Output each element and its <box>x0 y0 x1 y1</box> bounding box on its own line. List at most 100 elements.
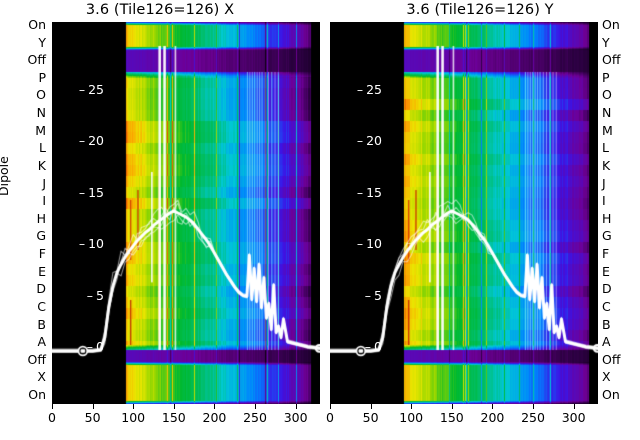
tick-value: 5 <box>96 287 104 303</box>
category-label-14-e: E <box>38 263 46 279</box>
category-label-18-a: A <box>37 334 46 350</box>
category-label-21-on: On <box>602 387 620 402</box>
inner-ytick-5: –5 <box>87 288 104 303</box>
xtick-label-150: 150 <box>161 410 186 425</box>
inner-ytick-5: –5 <box>365 288 382 303</box>
xtick-mark-300 <box>573 404 575 409</box>
panel-y: 3.6 (Tile126=126) Y –0–5–10–15–20–25 On Y… <box>320 0 640 440</box>
tick-dash: – <box>86 287 94 303</box>
category-label-17-b: B <box>602 316 611 332</box>
xtick-mark-300 <box>295 404 297 409</box>
tick-dash: – <box>364 287 372 303</box>
tick-dash: – <box>356 81 364 97</box>
category-label-14-e: E <box>602 263 610 279</box>
tick-dash: – <box>78 133 86 149</box>
inner-ytick-20: –20 <box>79 133 104 148</box>
category-label-1-y: Y <box>38 34 46 50</box>
tick-value: 5 <box>374 287 382 303</box>
category-label-8-k: K <box>602 157 611 173</box>
tick-value: 25 <box>88 81 104 97</box>
inner-ytick-15: –15 <box>79 185 104 200</box>
xtick-label-50: 50 <box>362 410 379 425</box>
tick-value: 15 <box>88 184 104 200</box>
category-label-10-i: I <box>602 193 606 209</box>
xtick-mark-100 <box>133 404 135 409</box>
category-label-0-on: On <box>602 17 620 32</box>
inner-ytick-20: –20 <box>357 133 382 148</box>
heatmap-axes-y[interactable]: –0–5–10–15–20–25 <box>330 22 598 404</box>
xtick-mark-150 <box>173 404 175 409</box>
inner-ytick-25: –25 <box>79 82 104 97</box>
inner-ytick-10: –10 <box>79 236 104 251</box>
category-label-18-a: A <box>602 334 611 350</box>
xtick-mark-50 <box>92 404 94 409</box>
category-label-5-n: N <box>602 105 612 121</box>
tick-dash: – <box>364 339 372 354</box>
category-label-12-g: G <box>602 228 612 244</box>
panel-title-x: 3.6 (Tile126=126) X <box>85 2 235 18</box>
xtick-label-300: 300 <box>283 410 308 425</box>
category-label-7-l: L <box>39 140 46 156</box>
category-label-19-off: Off <box>27 351 46 367</box>
xtick-label-150: 150 <box>439 410 464 425</box>
category-label-8-k: K <box>37 157 46 173</box>
xtick-mark-200 <box>492 404 494 409</box>
category-label-19-off: Off <box>602 351 621 367</box>
inner-ytick-15: –15 <box>357 185 382 200</box>
tick-dash: – <box>356 184 364 200</box>
tick-value: 20 <box>366 133 382 149</box>
trace-overlay-x <box>52 22 320 404</box>
panel-title-y: 3.6 (Tile126=126) Y <box>406 2 554 18</box>
xtick-label-100: 100 <box>121 410 146 425</box>
tick-value: 10 <box>366 236 382 252</box>
category-label-5-n: N <box>36 105 46 121</box>
x-axis-left: 0 50 100 150 200 250 300 <box>48 404 320 440</box>
category-label-3-p: P <box>38 69 46 85</box>
category-label-15-d: D <box>602 281 612 297</box>
heatmap-axes-x[interactable]: –0–5–10–15–20–25 <box>52 22 320 404</box>
category-label-2-off: Off <box>602 52 621 68</box>
category-label-11-h: H <box>602 210 612 226</box>
panel-x: 3.6 (Tile126=126) X Dipole –0–5–10–15–20… <box>0 2 320 440</box>
category-label-11-h: H <box>36 210 46 226</box>
category-label-4-o: O <box>36 87 46 103</box>
category-label-12-g: G <box>36 228 46 244</box>
xtick-label-50: 50 <box>84 410 101 425</box>
inner-ytick-10: –10 <box>357 236 382 251</box>
tick-value: 20 <box>88 133 104 149</box>
xtick-mark-100 <box>411 404 413 409</box>
tick-dash: – <box>356 236 364 252</box>
xtick-mark-50 <box>370 404 372 409</box>
xtick-mark-0 <box>330 404 331 409</box>
category-label-16-c: C <box>37 298 46 314</box>
xtick-label-300: 300 <box>561 410 586 425</box>
category-label-6-m: M <box>602 122 613 138</box>
trace-overlay-y <box>330 22 598 404</box>
xtick-label-100: 100 <box>399 410 424 425</box>
category-label-2-off: Off <box>27 52 46 68</box>
category-label-6-m: M <box>35 122 46 138</box>
tick-dash: – <box>356 133 364 149</box>
tick-value: 25 <box>366 81 382 97</box>
xtick-mark-150 <box>451 404 453 409</box>
category-label-13-f: F <box>38 246 46 262</box>
tick-dash: – <box>86 339 94 354</box>
xtick-label-200: 200 <box>202 410 227 425</box>
category-label-16-c: C <box>602 298 611 314</box>
category-label-20-x: X <box>602 369 611 385</box>
category-label-21-on: On <box>28 387 46 402</box>
x-axis-right: 0 50 100 150 200 250 300 <box>326 404 598 440</box>
tick-value: 10 <box>88 236 104 252</box>
tick-dash: – <box>78 81 86 97</box>
xtick-label-200: 200 <box>480 410 505 425</box>
tick-dash: – <box>78 184 86 200</box>
xtick-mark-250 <box>255 404 257 409</box>
category-label-10-i: I <box>42 193 46 209</box>
xtick-mark-250 <box>533 404 535 409</box>
category-label-15-d: D <box>36 281 46 297</box>
inner-ytick-25: –25 <box>357 82 382 97</box>
xtick-label-250: 250 <box>521 410 545 425</box>
xtick-label-0: 0 <box>326 410 334 425</box>
category-label-1-y: Y <box>602 34 610 50</box>
category-label-4-o: O <box>602 87 612 103</box>
